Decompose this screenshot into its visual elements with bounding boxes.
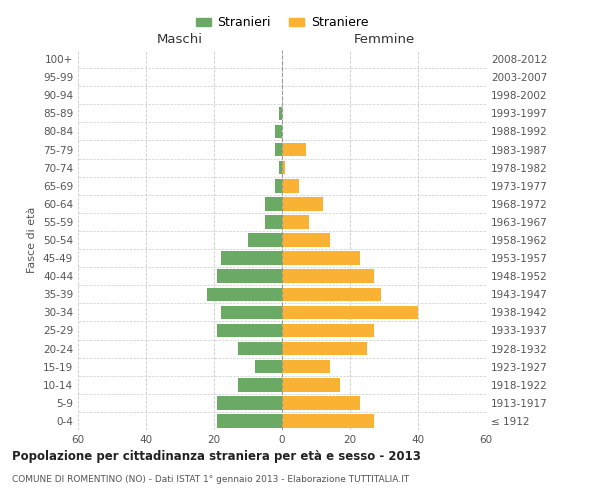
Bar: [255, 360, 282, 374]
Bar: [221, 306, 282, 319]
Bar: [282, 396, 360, 409]
Text: COMUNE DI ROMENTINO (NO) - Dati ISTAT 1° gennaio 2013 - Elaborazione TUTTITALIA.: COMUNE DI ROMENTINO (NO) - Dati ISTAT 1°…: [12, 475, 409, 484]
Bar: [217, 270, 282, 283]
Bar: [221, 252, 282, 265]
Bar: [278, 161, 282, 174]
Legend: Stranieri, Straniere: Stranieri, Straniere: [191, 11, 373, 34]
Bar: [238, 342, 282, 355]
Bar: [282, 360, 329, 374]
Text: Femmine: Femmine: [353, 34, 415, 46]
Bar: [275, 142, 282, 156]
Bar: [282, 179, 299, 192]
Bar: [275, 179, 282, 192]
Bar: [217, 414, 282, 428]
Bar: [207, 288, 282, 301]
Text: Maschi: Maschi: [157, 34, 203, 46]
Bar: [282, 161, 286, 174]
Bar: [238, 378, 282, 392]
Bar: [282, 288, 380, 301]
Bar: [282, 414, 374, 428]
Text: Popolazione per cittadinanza straniera per età e sesso - 2013: Popolazione per cittadinanza straniera p…: [12, 450, 421, 463]
Bar: [282, 215, 309, 228]
Bar: [265, 197, 282, 210]
Bar: [282, 342, 367, 355]
Bar: [282, 252, 360, 265]
Bar: [282, 142, 306, 156]
Bar: [282, 233, 329, 247]
Bar: [278, 106, 282, 120]
Bar: [275, 124, 282, 138]
Bar: [282, 306, 418, 319]
Bar: [217, 396, 282, 409]
Y-axis label: Fasce di età: Fasce di età: [28, 207, 37, 273]
Bar: [265, 215, 282, 228]
Bar: [282, 378, 340, 392]
Bar: [282, 197, 323, 210]
Bar: [282, 270, 374, 283]
Bar: [217, 324, 282, 338]
Bar: [282, 324, 374, 338]
Bar: [248, 233, 282, 247]
